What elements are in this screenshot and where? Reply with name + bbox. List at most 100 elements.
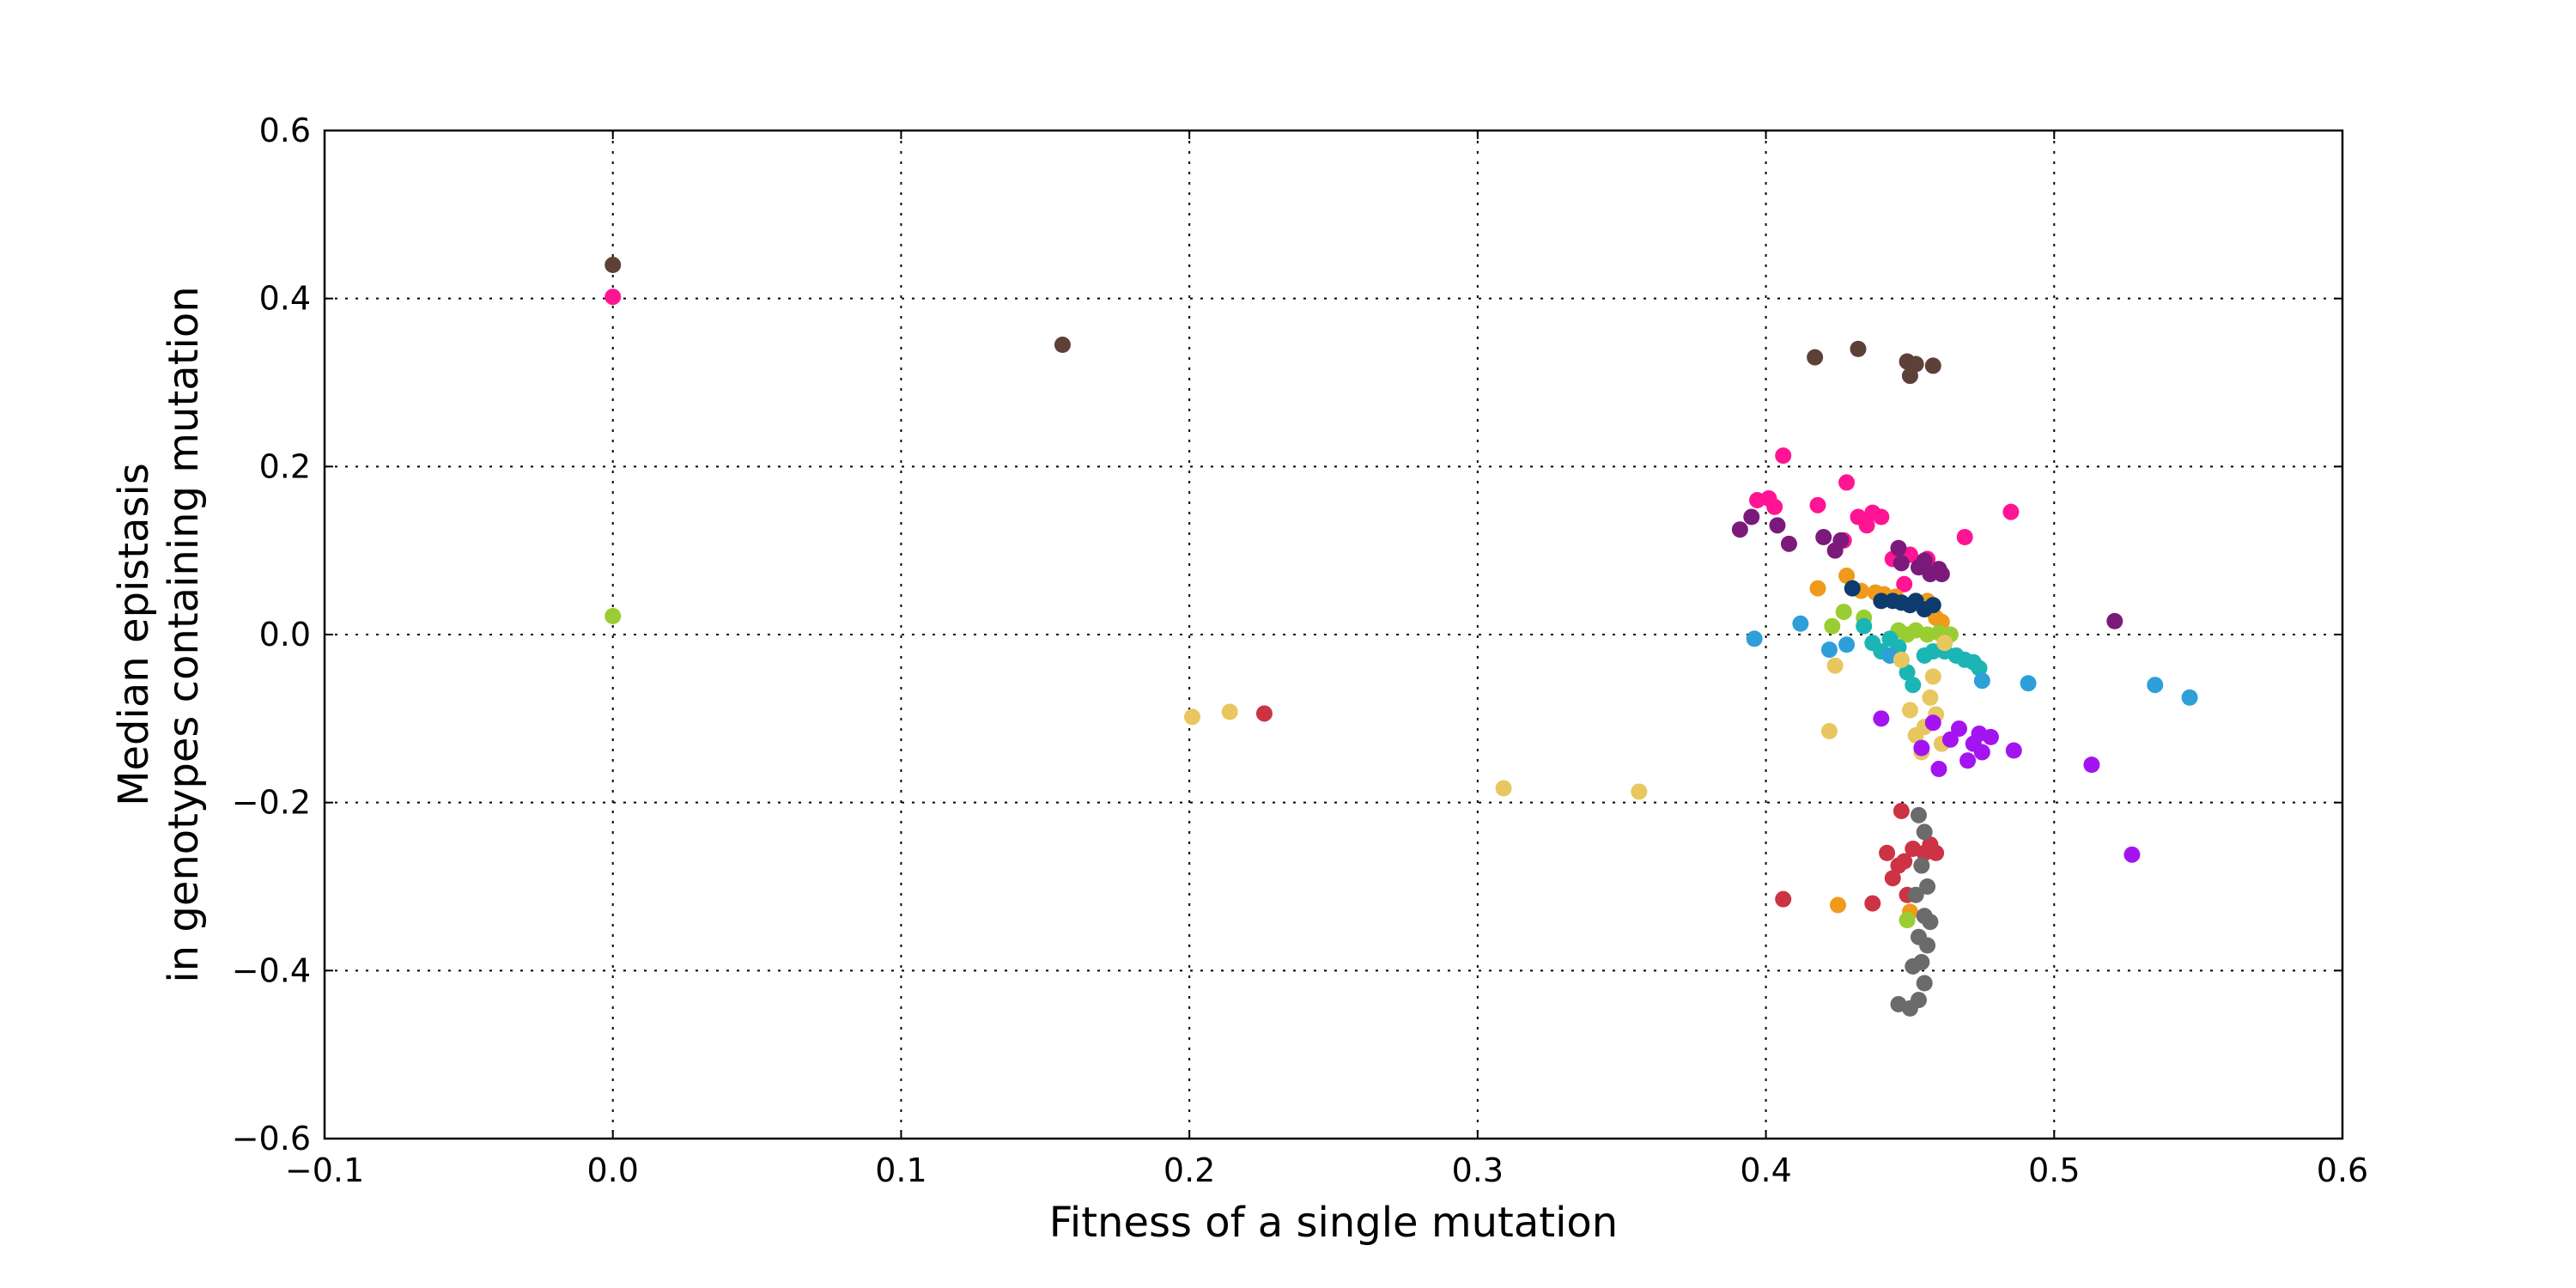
series-9 [1255,705,1945,912]
data-point [1769,517,1786,534]
series-4 [1844,580,1941,618]
x-tick-labels: −0.1 0.0 0.1 0.2 0.3 0.4 0.5 0.6 [285,1151,2368,1189]
x-axis-label: Fitness of a single mutation [1049,1199,1618,1247]
data-point [1890,539,1907,556]
data-point [1951,720,1967,738]
data-point [1832,532,1850,549]
data-point [1901,368,1918,385]
data-point [1746,630,1763,647]
data-point [1924,357,1941,374]
data-point [2083,756,2100,774]
data-point [1916,823,1933,841]
data-point [1919,937,1936,954]
data-point [1922,689,1939,706]
x-tick-label: 0.3 [1452,1151,1504,1189]
data-point [1184,708,1200,726]
data-point [2005,742,2022,759]
data-point [1959,752,1977,769]
x-tick-label: 0.4 [1740,1151,1791,1189]
data-point [1916,975,1933,992]
data-point [2002,503,2020,520]
data-point [1221,703,1238,720]
data-point [1896,575,1913,592]
data-point [1743,508,1760,526]
data-point [1856,617,1873,635]
data-point [1850,340,1867,357]
y-tick-label: 0.0 [259,616,311,653]
data-point [1936,635,1953,652]
data-point [1924,643,1941,660]
x-tick-label: −0.1 [285,1151,364,1189]
series-5 [605,604,1959,929]
data-point [1973,744,1990,761]
data-point [1826,657,1844,674]
y-tick-label: −0.6 [232,1120,311,1157]
series-7 [1746,615,2198,706]
data-point [1922,914,1939,931]
data-point [1924,714,1941,732]
data-point [1971,659,1988,677]
data-point [1780,535,1797,552]
series-0 [605,257,1941,385]
series-10 [1873,710,2141,863]
data-point [1873,508,1890,526]
data-point [1844,580,1861,597]
x-tick-label: 0.1 [875,1151,927,1189]
data-point [605,607,622,624]
data-point [1879,844,1896,861]
data-point [1928,844,1945,861]
data-point [1933,566,1950,583]
data-point [2147,677,2164,694]
data-point [1731,521,1748,538]
data-point [1911,992,1927,1009]
y-axis-label-line-1: Median epistasis [110,463,158,806]
x-tick-label: 0.2 [1163,1151,1215,1189]
y-tick-label: −0.2 [232,784,311,822]
data-point [1896,853,1913,870]
data-point [1916,552,1933,569]
y-tick-label: 0.4 [259,280,311,318]
data-point [2020,675,2037,692]
data-point [1838,474,1856,491]
data-point [1913,857,1930,874]
data-point [1893,651,1910,668]
series-8 [1184,635,1953,800]
plot-frame [323,129,2344,1140]
data-point [605,289,622,306]
y-axis-label-line-2: in genotypes containing mutation [160,286,208,982]
data-point [1873,592,1890,610]
data-point [1924,597,1941,614]
data-point [1893,555,1910,572]
y-tick-label: 0.2 [259,447,311,485]
data-point [1809,496,1826,513]
data-point [1807,349,1824,366]
data-point [1913,739,1930,756]
data-points [605,257,2198,1017]
data-point [1884,870,1901,887]
data-point [1858,517,1875,534]
x-tick-label: 0.0 [586,1151,638,1189]
data-point [1899,912,1916,929]
data-point [1495,780,1512,797]
data-point [1820,641,1838,659]
y-tick-label: −0.4 [232,951,311,989]
series-2 [1731,508,2123,629]
x-tick-label: 0.5 [2028,1151,2080,1189]
data-point [1941,731,1959,748]
data-point [1824,617,1841,635]
data-point [1792,615,1809,632]
data-point [1907,886,1924,903]
data-point [2106,612,2123,629]
data-point [1919,878,1936,895]
data-point [1054,336,1071,353]
data-point [1899,664,1916,681]
data-point [1873,710,1890,727]
data-point [1905,677,1922,694]
data-point [1809,580,1826,597]
axis-ticks [324,130,2343,1139]
data-point [1766,498,1783,515]
y-tick-label: 0.6 [259,112,311,149]
data-point [605,257,622,274]
series-1 [605,289,2020,592]
